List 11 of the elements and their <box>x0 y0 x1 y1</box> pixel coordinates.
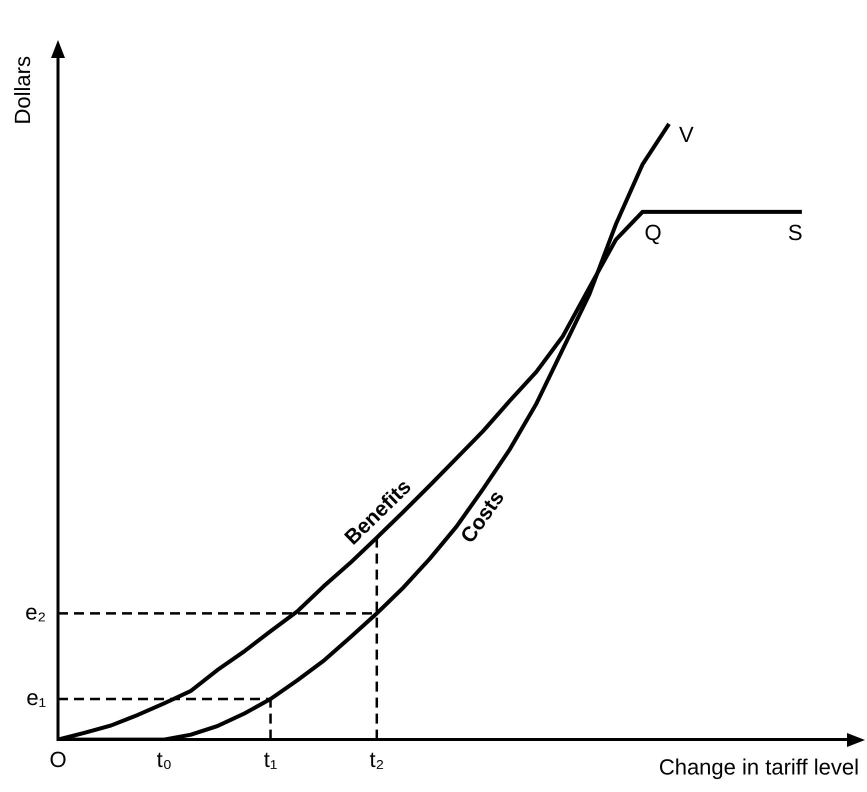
text: e₂ <box>25 599 46 624</box>
annotation: S <box>788 220 803 245</box>
y-axis-title: Dollars <box>10 56 36 124</box>
x-tick-label: t₁ <box>264 746 278 772</box>
annotation: V <box>679 122 694 147</box>
text: e₁ <box>26 685 46 710</box>
x-tick-label: t₂ <box>369 746 384 772</box>
x-tick-label: O <box>49 746 67 772</box>
x-tick-label: t₀ <box>156 746 172 772</box>
x-axis-title: Change in tariff level <box>658 754 859 780</box>
annotation: Q <box>644 220 662 245</box>
